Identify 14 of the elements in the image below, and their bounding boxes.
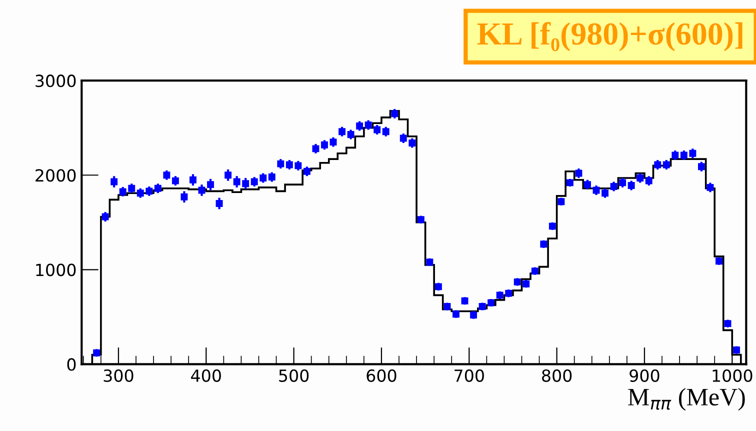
chart-title: KL [f₀(980)+σ(600)] <box>477 22 742 52</box>
x-tick-label: 400 <box>191 369 221 382</box>
x-tick-label: 300 <box>104 369 134 382</box>
x-tick-label: 900 <box>630 369 660 382</box>
x-tick-label: 700 <box>454 369 484 382</box>
y-tick-label: 2000 <box>36 169 76 182</box>
x-tick-label: 1000 <box>712 369 752 382</box>
x-tick-label: 600 <box>366 369 396 382</box>
y-tick-label: 3000 <box>36 74 76 88</box>
y-tick-label: 0 <box>67 358 76 371</box>
y-tick-label: 1000 <box>36 264 76 276</box>
x-tick-label: 800 <box>542 369 572 382</box>
x-axis-title: M$_{ππ}$ (MeV) <box>628 388 745 411</box>
x-tick-label: 500 <box>279 369 309 382</box>
